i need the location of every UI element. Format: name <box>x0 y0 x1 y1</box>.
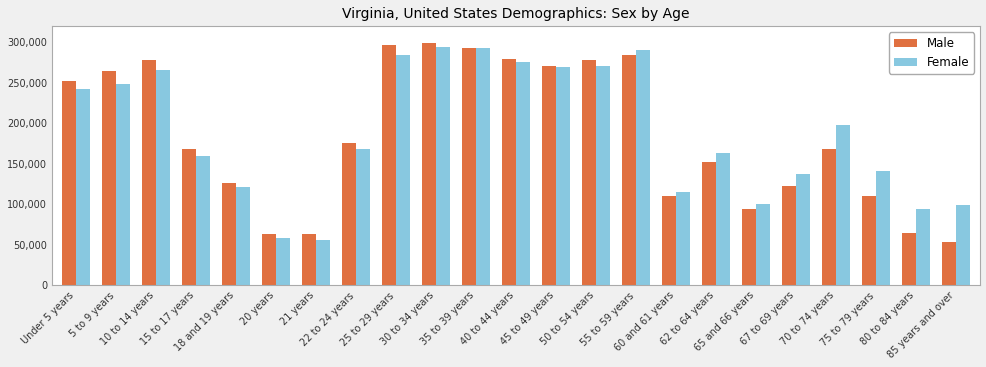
Bar <box>901 233 915 286</box>
Bar <box>316 240 329 286</box>
Bar <box>356 149 370 286</box>
Bar <box>341 143 356 286</box>
Bar <box>395 55 409 286</box>
Bar <box>181 149 196 286</box>
Bar <box>715 153 730 286</box>
Bar <box>861 196 876 286</box>
Bar <box>261 235 276 286</box>
Bar <box>516 62 529 286</box>
Bar <box>302 235 316 286</box>
Bar <box>142 60 156 286</box>
Bar <box>222 183 236 286</box>
Bar <box>741 209 755 286</box>
Bar <box>76 90 90 286</box>
Bar <box>436 47 450 286</box>
Bar <box>781 186 796 286</box>
Title: Virginia, United States Demographics: Sex by Age: Virginia, United States Demographics: Se… <box>342 7 689 21</box>
Bar <box>701 162 715 286</box>
Bar <box>236 187 249 286</box>
Bar <box>196 156 210 286</box>
Bar <box>156 70 170 286</box>
Bar <box>62 80 76 286</box>
Bar <box>102 71 115 286</box>
Bar <box>555 67 570 286</box>
Bar <box>796 174 810 286</box>
Bar <box>755 204 769 286</box>
Bar <box>835 125 849 286</box>
Bar <box>382 45 395 286</box>
Bar <box>675 192 689 286</box>
Bar <box>621 55 635 286</box>
Bar <box>596 66 609 286</box>
Bar <box>635 50 650 286</box>
Bar <box>475 48 489 286</box>
Bar <box>876 171 889 286</box>
Bar <box>662 196 675 286</box>
Bar <box>821 149 835 286</box>
Legend: Male, Female: Male, Female <box>888 32 973 73</box>
Bar <box>276 239 290 286</box>
Bar <box>422 43 436 286</box>
Bar <box>502 59 516 286</box>
Bar <box>941 242 955 286</box>
Bar <box>115 84 130 286</box>
Bar <box>582 60 596 286</box>
Bar <box>915 209 929 286</box>
Bar <box>461 48 475 286</box>
Bar <box>955 205 969 286</box>
Bar <box>541 66 555 286</box>
